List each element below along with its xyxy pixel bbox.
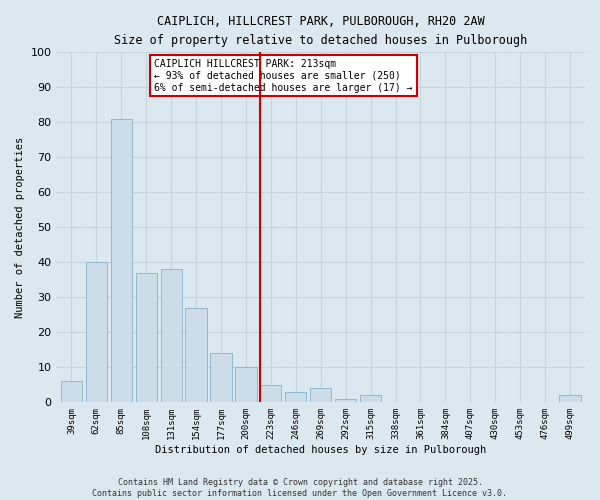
Text: Contains HM Land Registry data © Crown copyright and database right 2025.
Contai: Contains HM Land Registry data © Crown c… (92, 478, 508, 498)
Bar (360, 396, 381, 402)
Bar (61, 382, 82, 402)
Bar (235, 368, 257, 402)
Text: CAIPLICH HILLCREST PARK: 213sqm
← 93% of detached houses are smaller (250)
6% of: CAIPLICH HILLCREST PARK: 213sqm ← 93% of… (154, 60, 413, 92)
Title: CAIPLICH, HILLCREST PARK, PULBOROUGH, RH20 2AW
Size of property relative to deta: CAIPLICH, HILLCREST PARK, PULBOROUGH, RH… (114, 15, 527, 47)
Bar (310, 388, 331, 402)
Bar (559, 396, 581, 402)
Bar (260, 385, 281, 402)
Bar (86, 262, 107, 402)
Bar (161, 270, 182, 402)
Y-axis label: Number of detached properties: Number of detached properties (15, 136, 25, 318)
Bar (211, 354, 232, 403)
Bar (185, 308, 206, 402)
Bar (110, 119, 132, 403)
Bar (136, 273, 157, 402)
Bar (285, 392, 307, 402)
Bar (335, 399, 356, 402)
X-axis label: Distribution of detached houses by size in Pulborough: Distribution of detached houses by size … (155, 445, 487, 455)
